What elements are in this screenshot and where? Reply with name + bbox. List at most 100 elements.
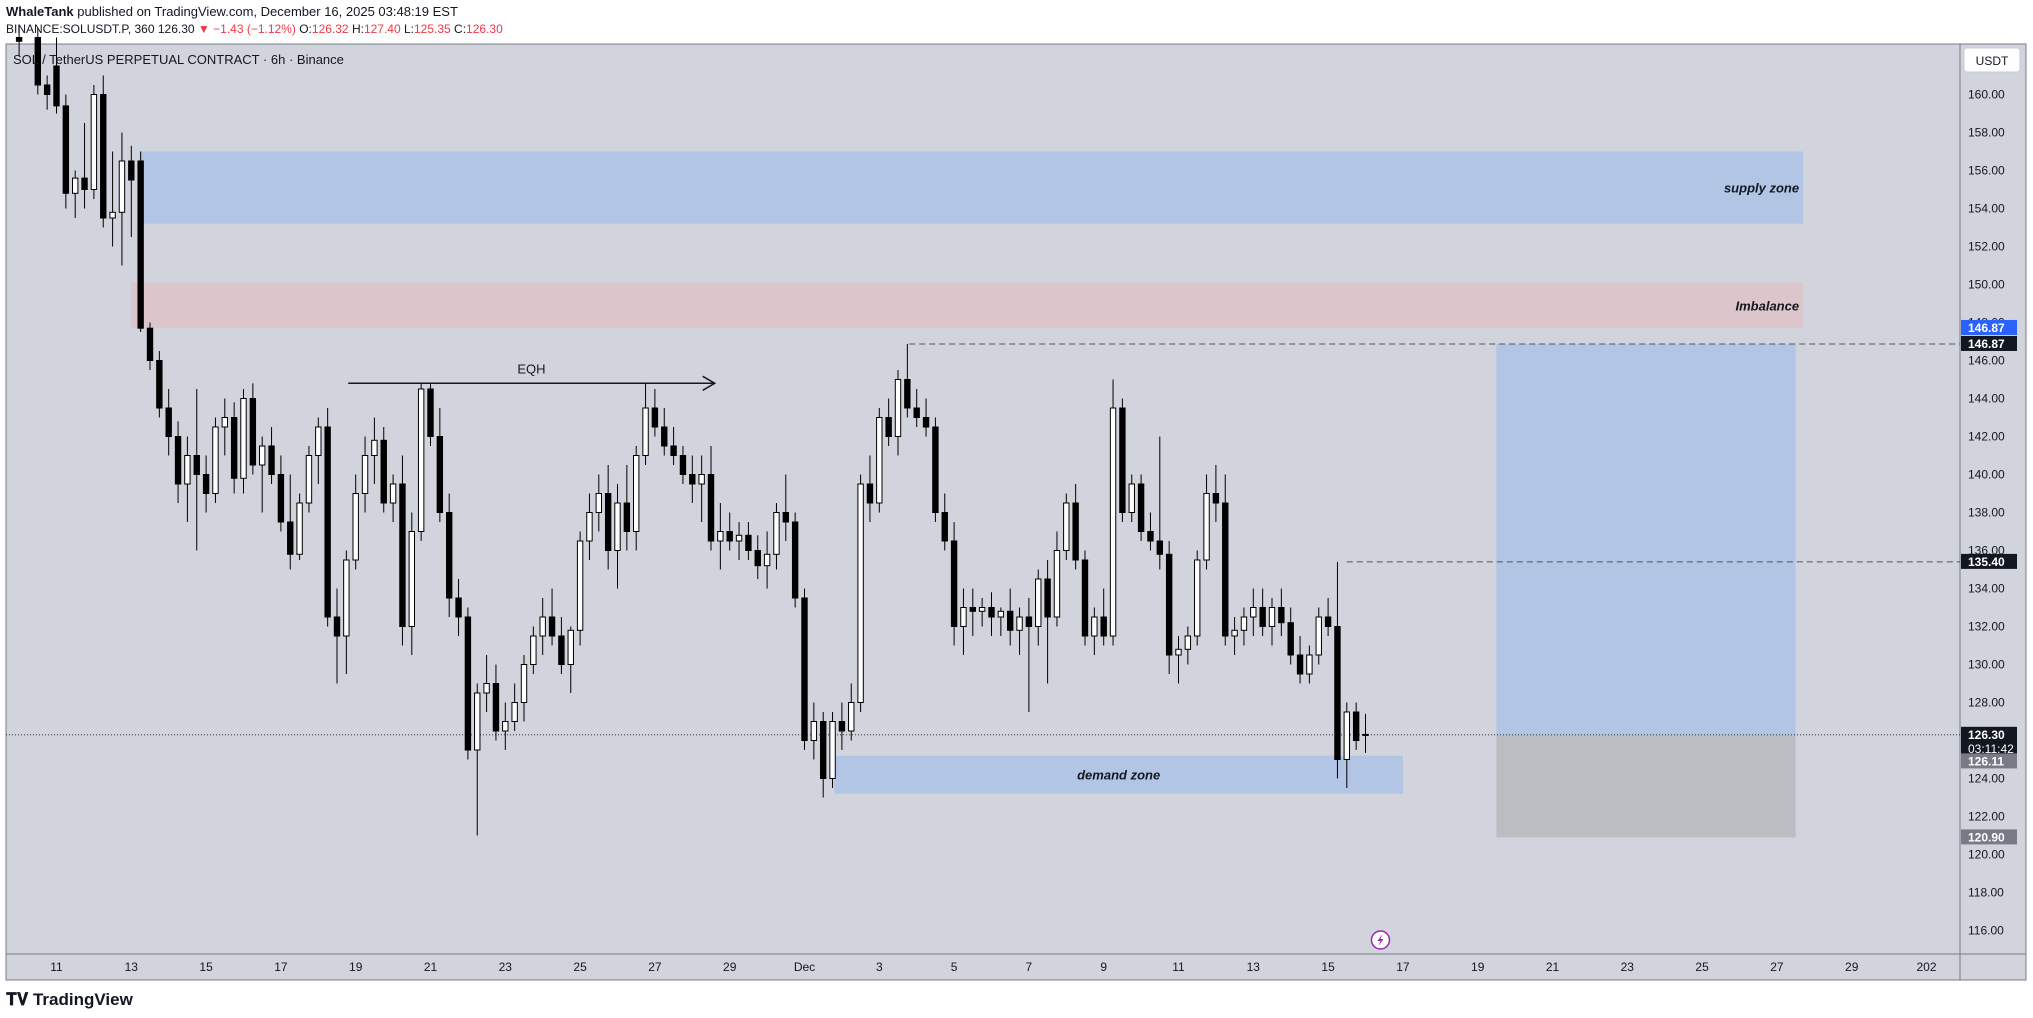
candle[interactable]	[586, 493, 593, 561]
candle[interactable]	[109, 151, 116, 247]
candle[interactable]	[1081, 550, 1089, 646]
candle[interactable]	[1212, 465, 1220, 522]
candle[interactable]	[502, 702, 509, 751]
candle[interactable]	[745, 522, 752, 560]
candle[interactable]	[1324, 598, 1332, 636]
candle[interactable]	[1165, 541, 1173, 674]
candle[interactable]	[240, 389, 247, 494]
candle[interactable]	[464, 607, 472, 760]
candle[interactable]	[820, 712, 827, 798]
candle[interactable]	[90, 85, 98, 199]
candle[interactable]	[689, 455, 696, 504]
candle[interactable]	[492, 664, 500, 741]
candle[interactable]	[1287, 607, 1294, 665]
candle[interactable]	[829, 712, 836, 788]
candle[interactable]	[128, 145, 135, 237]
candle[interactable]	[287, 474, 294, 570]
position-stop-area[interactable]	[1496, 734, 1796, 838]
candle[interactable]	[735, 522, 743, 560]
candle[interactable]	[146, 322, 154, 371]
tradingview-logo[interactable]: 𝐓𝐕 TradingView	[6, 990, 133, 1010]
candle[interactable]	[960, 588, 967, 656]
price-axis-label[interactable]: 126.11	[1961, 753, 2017, 769]
candle[interactable]	[221, 398, 229, 456]
candle[interactable]	[1175, 636, 1182, 684]
candle[interactable]	[427, 383, 434, 446]
candle[interactable]	[773, 503, 780, 570]
candle[interactable]	[446, 493, 453, 618]
candle[interactable]	[455, 579, 462, 636]
candle[interactable]	[679, 446, 687, 484]
candle[interactable]	[315, 417, 322, 485]
candle[interactable]	[913, 389, 920, 427]
candle[interactable]	[53, 37, 60, 114]
candle[interactable]	[174, 421, 182, 503]
price-axis-background[interactable]	[1960, 44, 2026, 954]
candle[interactable]	[483, 655, 490, 712]
candle[interactable]	[1334, 561, 1341, 779]
candle[interactable]	[604, 465, 612, 570]
candle[interactable]	[343, 550, 350, 675]
candle[interactable]	[997, 607, 1005, 637]
candle[interactable]	[539, 598, 546, 655]
candle[interactable]	[156, 351, 163, 418]
candle[interactable]	[511, 683, 518, 732]
candle[interactable]	[1315, 607, 1322, 665]
candle[interactable]	[763, 531, 771, 589]
candle[interactable]	[1072, 484, 1079, 570]
candle[interactable]	[1044, 560, 1051, 684]
candle[interactable]	[1147, 512, 1154, 551]
candle[interactable]	[932, 417, 939, 523]
time-axis-background[interactable]	[6, 954, 2026, 980]
candle[interactable]	[389, 474, 397, 523]
candle[interactable]	[1352, 702, 1360, 751]
candle[interactable]	[726, 512, 733, 551]
candle[interactable]	[230, 402, 238, 494]
candle[interactable]	[305, 446, 313, 513]
candle[interactable]	[978, 598, 986, 627]
candle[interactable]	[165, 389, 172, 456]
candle[interactable]	[614, 484, 621, 589]
candle[interactable]	[371, 417, 378, 485]
plot-background[interactable]	[6, 44, 1960, 954]
candle[interactable]	[1240, 607, 1248, 646]
candle[interactable]	[1109, 379, 1117, 646]
candle[interactable]	[212, 417, 219, 504]
candle[interactable]	[118, 132, 126, 266]
candle[interactable]	[1343, 702, 1350, 789]
author-name[interactable]: WhaleTank	[6, 4, 74, 19]
candle[interactable]	[417, 383, 425, 541]
candle[interactable]	[698, 455, 705, 523]
lightning-icon[interactable]	[1370, 930, 1391, 950]
candle[interactable]	[361, 436, 369, 513]
candle[interactable]	[1016, 607, 1023, 656]
candle[interactable]	[1231, 617, 1238, 655]
candle[interactable]	[520, 655, 528, 722]
candle[interactable]	[1007, 588, 1014, 646]
candle[interactable]	[1259, 588, 1266, 637]
candle[interactable]	[791, 512, 799, 608]
candle[interactable]	[193, 389, 200, 551]
candle[interactable]	[782, 474, 789, 542]
candle[interactable]	[1053, 531, 1061, 627]
candle[interactable]	[651, 389, 659, 437]
candle[interactable]	[1119, 398, 1126, 523]
candle[interactable]	[1362, 713, 1369, 753]
candle[interactable]	[633, 446, 640, 551]
candle[interactable]	[352, 474, 359, 570]
candle[interactable]	[1100, 588, 1107, 646]
candle[interactable]	[184, 436, 191, 523]
candle[interactable]	[436, 408, 444, 522]
candle[interactable]	[969, 588, 976, 637]
candle[interactable]	[62, 94, 70, 209]
candle[interactable]	[380, 427, 387, 513]
candle[interactable]	[576, 531, 584, 646]
candle[interactable]	[595, 474, 602, 532]
candle[interactable]	[333, 588, 341, 684]
candle[interactable]	[1306, 645, 1313, 684]
price-axis-label[interactable]: 146.87	[1961, 335, 2017, 351]
candle[interactable]	[670, 427, 677, 465]
candle[interactable]	[81, 123, 88, 209]
candle[interactable]	[801, 588, 808, 751]
candle[interactable]	[202, 455, 210, 513]
